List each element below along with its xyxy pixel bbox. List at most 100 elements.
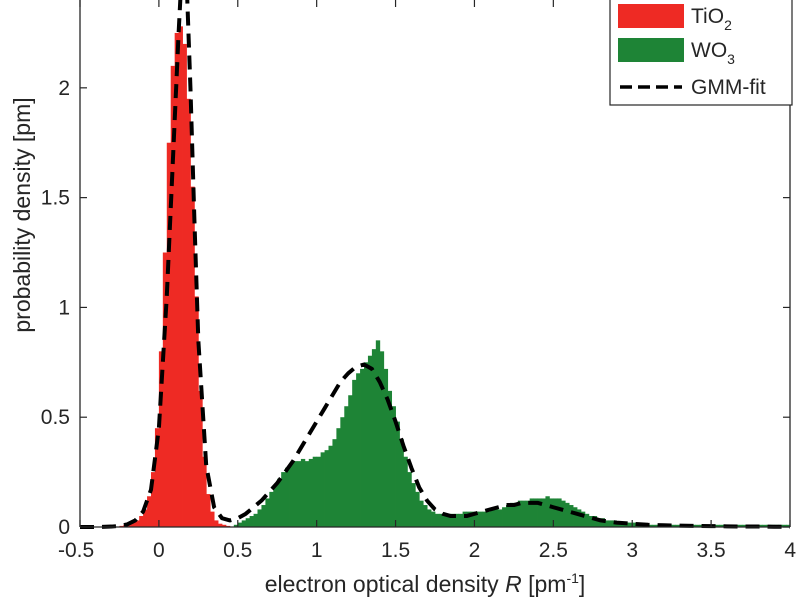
bar-wo3: [340, 417, 345, 527]
x-axis-label-prefix: electron optical density: [265, 571, 505, 597]
bar-wo3: [691, 524, 696, 527]
bar-wo3: [269, 491, 274, 527]
legend-label-wo3: WO3: [691, 39, 735, 67]
bar-tio2: [218, 523, 223, 527]
bar-wo3: [569, 505, 574, 527]
bars-layer: [119, 26, 791, 528]
bar-wo3: [616, 522, 621, 527]
legend-label-wo3-sub: 3: [727, 51, 735, 67]
x-axis-label-unit-exponent: -1: [566, 570, 579, 586]
legend-label-tio2: TiO2: [691, 5, 732, 33]
bar-wo3: [719, 524, 724, 527]
bar-wo3: [277, 478, 282, 527]
bar-wo3: [379, 351, 385, 527]
x-tick-label: -0.5: [58, 539, 94, 562]
gmm-fit-layer: [80, 0, 790, 529]
bar-wo3: [450, 513, 456, 527]
bar-tio2: [143, 509, 148, 527]
bar-wo3: [533, 498, 538, 527]
bar-wo3: [336, 428, 341, 527]
bar-wo3: [494, 509, 499, 527]
bar-wo3: [699, 524, 704, 527]
bar-wo3: [517, 500, 523, 527]
bar-wo3: [265, 498, 270, 527]
bar-wo3: [356, 373, 361, 527]
bar-wo3: [296, 461, 302, 528]
bar-tio2: [170, 65, 176, 528]
bar-tio2: [190, 186, 195, 527]
bar-wo3: [383, 368, 389, 527]
bar-tio2: [131, 522, 136, 527]
bar-wo3: [782, 524, 787, 527]
bar-wo3: [580, 511, 586, 527]
bar-wo3: [257, 509, 262, 527]
bar-tio2: [194, 296, 199, 527]
bar-wo3: [261, 505, 266, 527]
bar-wo3: [478, 511, 483, 527]
bar-wo3: [577, 509, 582, 527]
bar-wo3: [253, 513, 258, 527]
y-tick-label: 1.5: [41, 187, 70, 210]
bar-wo3: [435, 513, 440, 527]
bar-wo3: [458, 513, 464, 527]
x-axis-label-variable: R: [505, 571, 522, 597]
bar-wo3: [241, 520, 247, 527]
x-tick-label: 0: [153, 539, 165, 562]
bar-wo3: [308, 458, 314, 527]
bar-wo3: [561, 500, 566, 527]
bar-wo3: [466, 511, 471, 527]
bar-wo3: [738, 524, 744, 527]
bar-wo3: [490, 509, 495, 527]
legend-label-wo3-text: WO: [691, 39, 727, 62]
x-axis-label-unit: [pm: [522, 571, 567, 597]
bar-wo3: [521, 500, 527, 527]
bar-wo3: [312, 456, 318, 527]
bar-wo3: [289, 463, 294, 527]
bar-wo3: [762, 524, 767, 527]
y-tick-label: 2: [58, 77, 70, 100]
x-tick-label: 1.5: [381, 539, 410, 562]
bar-wo3: [454, 513, 460, 527]
bar-wo3: [502, 507, 507, 527]
bar-wo3: [525, 500, 531, 527]
bar-wo3: [604, 520, 609, 527]
bar-tio2: [147, 496, 152, 527]
tick-labels-layer: -0.5 0 0.5 1 1.5 2 2.5 3 3.5 400.511.52: [41, 77, 797, 562]
y-tick-label: 0: [58, 516, 70, 539]
bar-wo3: [352, 379, 357, 527]
bar-wo3: [344, 406, 349, 527]
legend-swatch-tio2: [618, 4, 684, 28]
x-axis-label: electron optical density R [pm-1]: [265, 570, 586, 597]
y-tick-label: 1: [58, 296, 70, 319]
bar-wo3: [758, 524, 763, 527]
bar-wo3: [431, 511, 436, 527]
bar-wo3: [557, 498, 562, 527]
bar-tio2: [214, 520, 219, 527]
bar-wo3: [427, 509, 432, 527]
bar-tio2: [198, 390, 203, 527]
bar-wo3: [360, 368, 365, 527]
bar-wo3: [364, 362, 369, 527]
bar-tio2: [222, 524, 227, 527]
bar-wo3: [245, 518, 251, 527]
bar-wo3: [399, 439, 404, 527]
bar-tio2: [182, 43, 187, 528]
bar-tio2: [202, 456, 207, 527]
bar-wo3: [407, 472, 412, 527]
bar-wo3: [375, 340, 381, 527]
bar-wo3: [592, 516, 598, 527]
bar-wo3: [537, 498, 542, 527]
bar-tio2: [154, 428, 160, 527]
bar-wo3: [237, 522, 243, 527]
bar-wo3: [403, 456, 408, 527]
bar-wo3: [474, 511, 479, 527]
bar-tio2: [174, 32, 180, 527]
bar-wo3: [506, 505, 511, 527]
bar-wo3: [651, 524, 657, 527]
bar-tio2: [166, 142, 172, 528]
bar-wo3: [632, 522, 637, 527]
bar-wo3: [442, 513, 448, 527]
bar-wo3: [541, 498, 546, 527]
x-tick-label: 2: [469, 539, 481, 562]
bar-wo3: [486, 511, 491, 527]
